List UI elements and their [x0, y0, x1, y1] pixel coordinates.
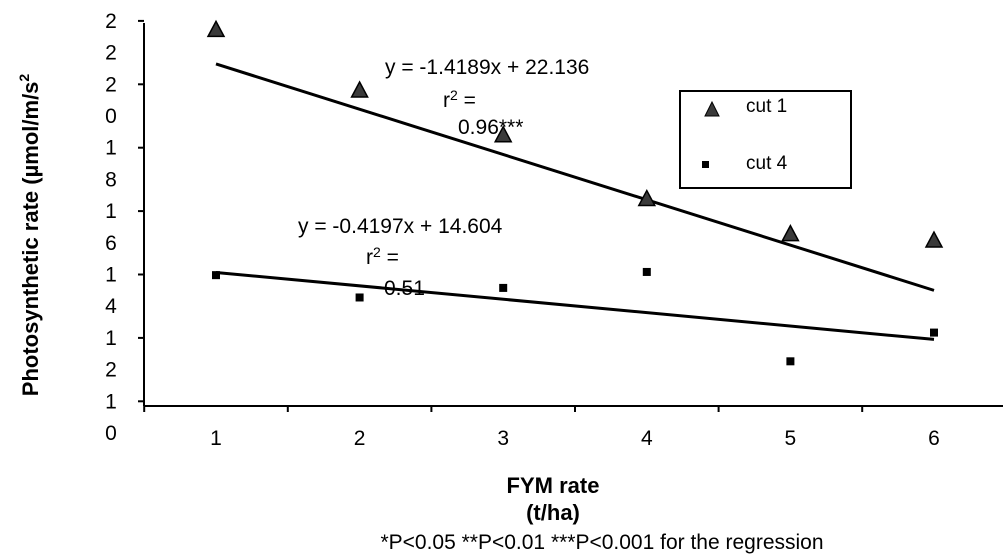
cut4-point	[355, 293, 364, 302]
x-axis-ticks: 1 2 3 4 5 6	[143, 406, 940, 450]
legend-cut4-label: cut 4	[746, 153, 788, 174]
legend-cut1-label: cut 1	[746, 96, 787, 117]
cut4-point	[499, 283, 508, 292]
trendline-cut4	[215, 270, 935, 341]
cut1-equation: y = -1.4189x + 22.136	[385, 56, 589, 79]
cut4-r2-label: r2 =	[366, 244, 399, 269]
y-tick-label: 0	[105, 422, 117, 445]
y-tick-label: 1	[105, 390, 117, 413]
cut4-r2-sup: 2	[373, 244, 381, 260]
cut4-r2-value: 0.51	[384, 277, 425, 300]
x-axis-title-line2: (t/ha)	[526, 500, 580, 525]
cut1-r2-sup: 2	[450, 87, 458, 103]
y-tick-label: 2	[105, 359, 117, 382]
y-axis-title-sup: 2	[16, 74, 32, 82]
x-tick-label: 1	[210, 427, 222, 450]
y-axis-title: Photosynthetic rate (µmol/m/s2	[16, 74, 43, 397]
y-tick-label: 2	[105, 73, 117, 96]
legend: cut 1 cut 4	[679, 90, 852, 189]
cut4-point	[212, 271, 220, 280]
cut1-r2-label: r2 =	[443, 87, 476, 112]
cut1-r2-eq: =	[458, 89, 476, 112]
cut1-point	[493, 125, 513, 143]
cut4-r2-eq: =	[381, 246, 399, 269]
x-tick-label: 2	[354, 427, 366, 450]
x-axis-title-line1: FYM rate	[507, 473, 600, 498]
y-tick-label: 2	[105, 10, 117, 33]
legend-cut4-marker-icon	[702, 161, 709, 168]
y-tick-label: 0	[105, 105, 117, 128]
cut1-point	[637, 188, 657, 207]
y-tick-label: 1	[105, 264, 117, 287]
x-tick-label: 6	[928, 427, 940, 450]
y-tick-label: 6	[105, 232, 117, 255]
cut4-point	[930, 328, 938, 337]
cut1-r2-value: 0.96***	[458, 116, 523, 139]
cut1-r2-prefix: r	[443, 89, 450, 112]
legend-box	[679, 90, 852, 189]
y-tick-label: 2	[105, 42, 117, 65]
cut4-point	[642, 267, 651, 276]
cut4-point	[786, 357, 795, 366]
significance-note: *P<0.05 **P<0.01 ***P<0.001 for the regr…	[380, 531, 823, 554]
legend-cut1-marker-icon	[704, 100, 720, 117]
cut1-point	[781, 224, 800, 242]
y-tick-label: 8	[105, 168, 117, 191]
data-points	[206, 19, 944, 366]
y-tick-label: 1	[105, 200, 117, 223]
cut1-point	[924, 230, 944, 248]
y-tick-label: 1	[105, 137, 117, 160]
y-axis-title-main: Photosynthetic rate (µmol/m/s	[18, 82, 43, 397]
x-tick-label: 3	[497, 427, 509, 450]
trendlines	[215, 62, 935, 341]
footnote-background	[280, 526, 940, 557]
cut1-point	[350, 80, 369, 98]
cut1-point	[206, 19, 226, 38]
x-tick-label: 5	[785, 427, 797, 450]
y-tick-label: 1	[105, 327, 117, 350]
cut4-r2-prefix: r	[366, 246, 373, 269]
x-tick-label: 4	[641, 427, 653, 450]
cut4-equation: y = -0.4197x + 14.604	[298, 215, 503, 238]
trendline-cut1	[215, 62, 935, 292]
y-tick-label: 4	[105, 295, 117, 318]
y-axis-ticks: 0 1 2 1 4 1 6 1 8 1 0 2 2 2	[105, 10, 144, 445]
